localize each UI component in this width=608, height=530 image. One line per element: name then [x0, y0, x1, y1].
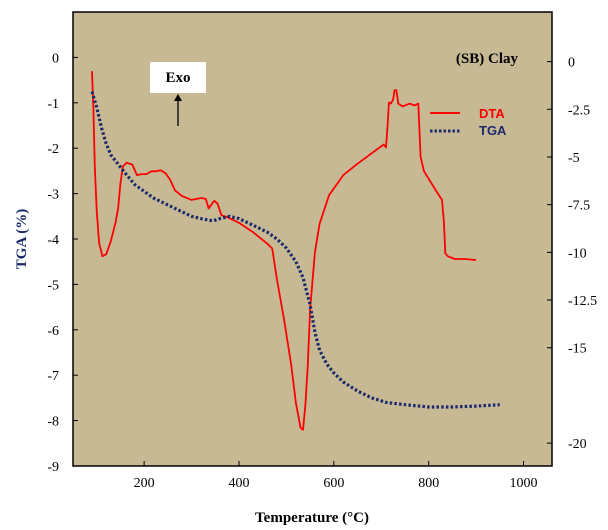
legend-tga-label: TGA [479, 123, 507, 138]
y-tick-label: -2 [47, 142, 59, 157]
exo-label-box [150, 62, 206, 93]
exo-label: Exo [165, 70, 190, 86]
plot-frame [72, 11, 553, 467]
y-tick-label: -3 [47, 188, 59, 203]
y-tick-label: -6 [47, 324, 59, 339]
x-tick-label: 1000 [510, 476, 538, 491]
y2-tick-label: -5 [568, 151, 580, 166]
y-tick-label: -1 [47, 97, 59, 112]
y2-tick-label: -2.5 [568, 103, 590, 118]
y-tick-label: 0 [52, 51, 59, 66]
y-tick-label: -9 [47, 460, 59, 475]
series-dta-line [91, 71, 477, 431]
x-tick-label: 200 [134, 476, 155, 491]
exo-annotation: Exo [150, 62, 206, 126]
legend-dta-label: DTA [479, 106, 505, 121]
y-tick-label: -5 [47, 278, 59, 293]
plot-background [73, 12, 552, 466]
x-axis-title: Temperature (°C) [255, 510, 369, 526]
x-tick-label: 800 [418, 476, 439, 491]
y-tick-label: -7 [47, 369, 59, 384]
y2-tick-label: -15 [568, 342, 587, 357]
y2-tick-label: -10 [568, 246, 587, 261]
y2-tick-label: 0 [568, 56, 575, 71]
exo-arrow-head [174, 94, 182, 101]
y2-tick-label: -7.5 [568, 199, 590, 214]
y2-tick-label: -20 [568, 437, 587, 452]
x-tick-label: 600 [323, 476, 344, 491]
legend: DTA TGA [430, 106, 507, 138]
chart-title: (SB) Clay [456, 51, 519, 67]
y-tick-label: -4 [47, 233, 59, 248]
y2-tick-label: -12.5 [568, 294, 597, 309]
y-tick-label: -8 [47, 415, 59, 430]
y-axis-title: TGA (%) [14, 209, 30, 269]
series-tga-line [90, 91, 500, 409]
x-tick-label: 400 [228, 476, 249, 491]
